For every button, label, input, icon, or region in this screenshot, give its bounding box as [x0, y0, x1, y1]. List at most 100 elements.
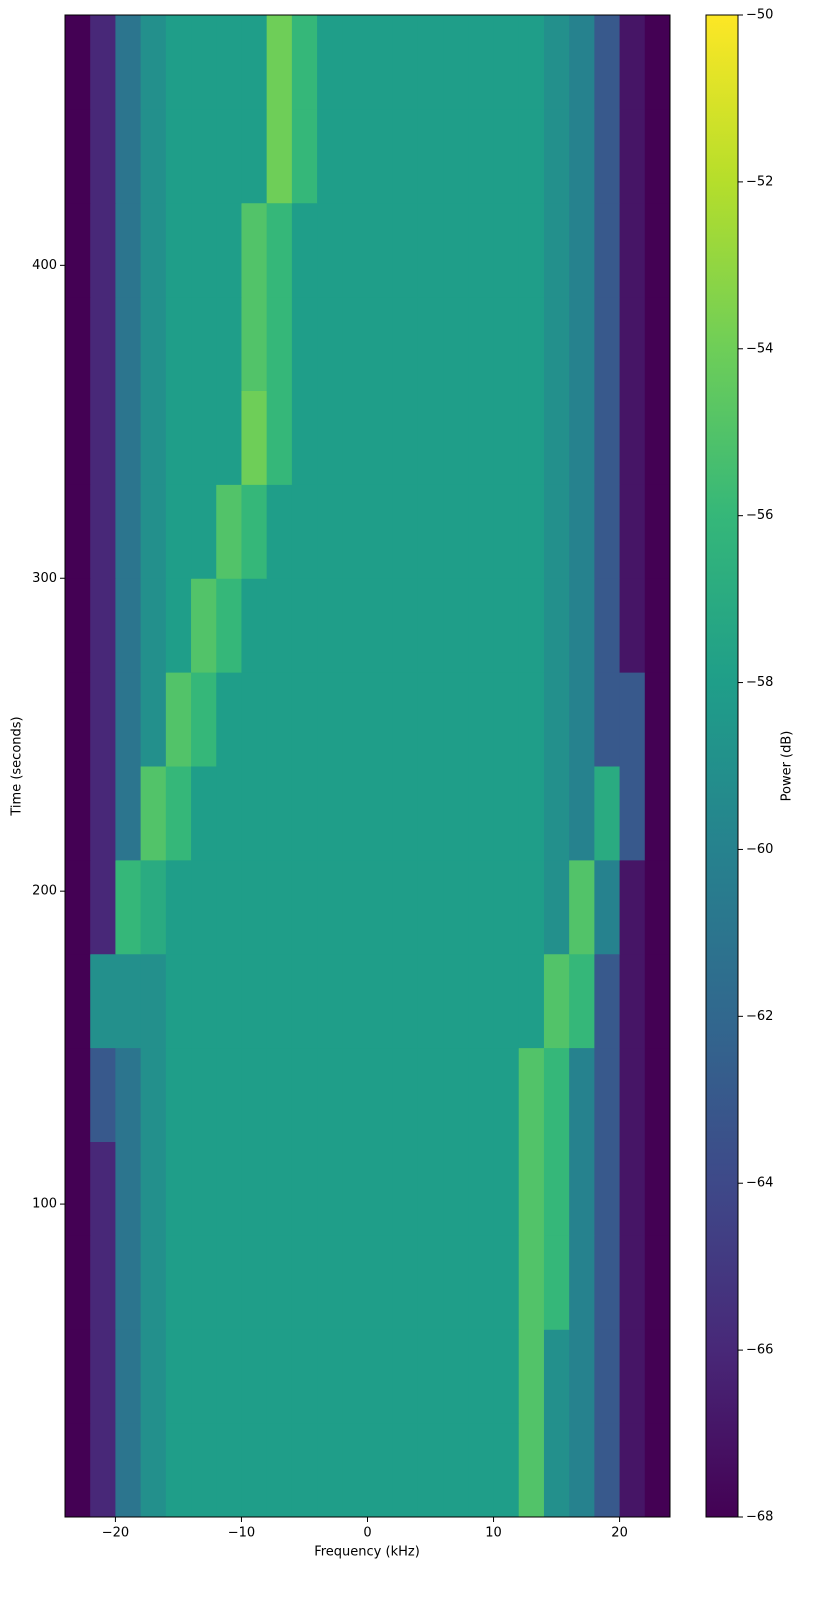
heatmap-cell [518, 578, 545, 673]
heatmap-cell [65, 766, 91, 861]
heatmap-cell [367, 108, 394, 204]
heatmap-cell [140, 1329, 167, 1424]
heatmap-cell [65, 953, 91, 1049]
heatmap-cell [216, 108, 242, 204]
heatmap-cell [392, 296, 419, 391]
heatmap-cell [65, 296, 91, 391]
heatmap-cell [518, 766, 545, 861]
heatmap-cell [392, 1141, 419, 1236]
heatmap-cell [443, 672, 469, 767]
heatmap-cell [191, 578, 217, 673]
heatmap-cell [569, 15, 595, 110]
heatmap-cell [417, 1235, 444, 1330]
heatmap-cell [594, 296, 621, 391]
heatmap-cell [216, 1329, 242, 1424]
heatmap-cell [291, 1423, 318, 1518]
heatmap-cell [468, 953, 495, 1049]
heatmap-cell [518, 202, 545, 298]
heatmap-cell [90, 1141, 116, 1236]
heatmap-cell [392, 484, 419, 579]
colorbar-label: Power (dB) [780, 731, 795, 802]
heatmap-cell [443, 1047, 469, 1142]
heatmap-cell [115, 296, 142, 391]
heatmap-cell [140, 766, 167, 861]
heatmap-cell [90, 108, 116, 204]
heatmap-cell [241, 578, 268, 673]
y-axis-label: Time (seconds) [10, 716, 25, 816]
heatmap-cell [115, 578, 142, 673]
heatmap-cell [90, 296, 116, 391]
heatmap-cell [317, 15, 343, 110]
heatmap-cell [493, 296, 520, 391]
heatmap-cell [266, 953, 293, 1049]
heatmap-cell [241, 1047, 268, 1142]
heatmap-cell [191, 108, 217, 204]
heatmap-cell [216, 766, 242, 861]
heatmap-cell [367, 1047, 394, 1142]
heatmap-cell [115, 15, 142, 110]
y-tick-label: 200 [32, 884, 57, 899]
heatmap-cell [216, 202, 242, 298]
heatmap-cell [443, 296, 469, 391]
heatmap-cell [619, 672, 646, 767]
heatmap-cell [493, 202, 520, 298]
heatmap-cell [65, 672, 91, 767]
heatmap-cell [543, 953, 570, 1049]
heatmap-cell [191, 1047, 217, 1142]
heatmap-cell [518, 1047, 545, 1142]
heatmap-cell [291, 953, 318, 1049]
heatmap-cell [392, 953, 419, 1049]
heatmap-cell [367, 1329, 394, 1424]
heatmap-cell [342, 859, 368, 955]
heatmap-cell [65, 1141, 91, 1236]
heatmap-cell [644, 108, 671, 204]
heatmap-cell [140, 296, 167, 391]
heatmap-cell [468, 1329, 495, 1424]
heatmap-cell [165, 390, 192, 485]
heatmap-cell [594, 1235, 621, 1330]
heatmap-cell [90, 953, 116, 1049]
heatmap-cell [90, 202, 116, 298]
heatmap-cell [443, 1329, 469, 1424]
heatmap-cell [619, 390, 646, 485]
heatmap-cell [191, 1235, 217, 1330]
colorbar-tick-label: −52 [746, 174, 773, 189]
heatmap-cell [518, 672, 545, 767]
heatmap-cell [342, 108, 368, 204]
heatmap-cell [266, 15, 293, 110]
heatmap-cell [392, 766, 419, 861]
heatmap-cell [342, 578, 368, 673]
heatmap-cell [266, 1141, 293, 1236]
x-tick-label: −10 [228, 1526, 255, 1541]
heatmap-cell [543, 1423, 570, 1518]
heatmap-cell [65, 859, 91, 955]
heatmap-cell [65, 1235, 91, 1330]
heatmap-cell [543, 484, 570, 579]
heatmap-cell [342, 202, 368, 298]
heatmap-cell [417, 766, 444, 861]
heatmap-cell [443, 1235, 469, 1330]
heatmap-cell [216, 1141, 242, 1236]
heatmap-cell [493, 15, 520, 110]
heatmap-cell [392, 1047, 419, 1142]
heatmap-cell [191, 953, 217, 1049]
heatmap-cell [594, 1141, 621, 1236]
heatmap-cell [266, 296, 293, 391]
heatmap-cell [443, 953, 469, 1049]
heatmap-cell [165, 484, 192, 579]
heatmap-cell [266, 484, 293, 579]
heatmap-cell [644, 578, 671, 673]
heatmap-cell [644, 1329, 671, 1424]
heatmap-cell [594, 859, 621, 955]
heatmap-cell [468, 1235, 495, 1330]
heatmap-cell [216, 672, 242, 767]
heatmap-cell [115, 672, 142, 767]
heatmap-cell [342, 766, 368, 861]
colorbar-tick-label: −64 [746, 1176, 773, 1191]
heatmap-cell [367, 672, 394, 767]
heatmap-cell [543, 1329, 570, 1424]
heatmap-cell [493, 1235, 520, 1330]
heatmap-cell [594, 953, 621, 1049]
heatmap-cell [493, 578, 520, 673]
heatmap-cell [518, 859, 545, 955]
